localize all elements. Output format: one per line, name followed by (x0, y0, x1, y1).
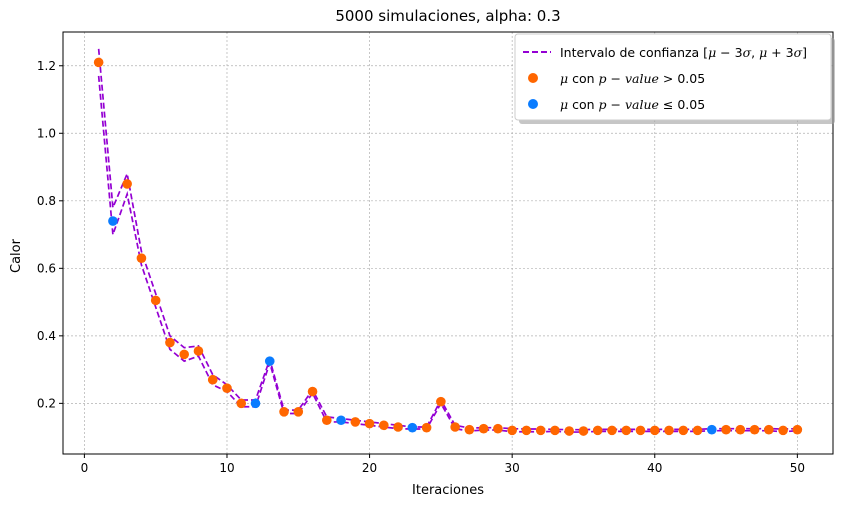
point-orange (222, 383, 232, 393)
legend-interval-label: Intervalo de confianza [μ − 3σ, μ + 3σ] (560, 45, 807, 60)
point-orange (550, 426, 560, 436)
y-tick-label: 0.6 (37, 261, 56, 275)
legend-orange-label: μ con p − value > 0.05 (560, 71, 705, 86)
point-orange (194, 346, 204, 356)
x-tick-label: 0 (81, 461, 89, 475)
point-blue (108, 216, 118, 226)
point-orange (450, 422, 460, 432)
x-tick-label: 10 (219, 461, 234, 475)
point-orange (607, 426, 617, 436)
point-blue (336, 415, 346, 425)
point-orange (393, 422, 403, 432)
point-orange (764, 425, 774, 435)
point-orange (422, 423, 432, 433)
point-orange (165, 338, 175, 348)
legend-blue-marker (528, 99, 538, 109)
x-axis-label: Iteraciones (412, 483, 484, 498)
y-tick-label: 0.8 (37, 194, 56, 208)
y-tick-label: 1.2 (37, 59, 56, 73)
legend-blue-label: μ con p − value ≤ 0.05 (560, 97, 705, 112)
point-orange (137, 253, 147, 263)
point-orange (664, 426, 674, 436)
point-orange (507, 426, 517, 436)
point-orange (293, 407, 303, 417)
y-tick-label: 0.4 (37, 329, 56, 343)
point-orange (308, 387, 318, 397)
x-tick-label: 50 (790, 461, 805, 475)
x-tick-label: 30 (505, 461, 520, 475)
y-tick-label: 0.2 (37, 396, 56, 410)
point-orange (279, 407, 289, 417)
point-orange (208, 375, 218, 385)
point-orange (94, 58, 104, 68)
y-axis-ticks: 0.2 0.4 0.6 0.8 1.0 1.2 (37, 59, 63, 411)
point-orange (151, 296, 161, 306)
point-orange (493, 424, 503, 434)
lower-interval-line (99, 76, 798, 432)
y-axis-label: Calor (9, 238, 24, 273)
point-orange (236, 399, 246, 409)
y-tick-label: 1.0 (37, 126, 56, 140)
x-tick-label: 20 (362, 461, 377, 475)
point-orange (621, 426, 631, 436)
point-orange (736, 425, 746, 435)
point-orange (522, 426, 532, 436)
point-orange (793, 425, 803, 435)
point-orange (379, 421, 389, 431)
point-blue (408, 423, 418, 433)
point-orange (351, 417, 361, 427)
point-orange (778, 426, 788, 436)
point-orange (322, 415, 332, 425)
point-orange (365, 419, 375, 429)
point-orange (636, 426, 646, 436)
x-axis-ticks: 0 10 20 30 40 50 (81, 454, 805, 475)
legend: Intervalo de confianza [μ − 3σ, μ + 3σ] … (515, 34, 835, 124)
point-orange (750, 425, 760, 435)
point-orange (579, 426, 589, 436)
point-orange (564, 426, 574, 436)
chart-title: 5000 simulaciones, alpha: 0.3 (335, 7, 560, 25)
point-blue (251, 399, 261, 409)
point-orange (179, 350, 189, 360)
point-orange (479, 424, 489, 434)
x-tick-label: 40 (647, 461, 662, 475)
point-orange (678, 426, 688, 436)
point-orange (122, 179, 132, 189)
point-orange (650, 426, 660, 436)
point-blue (707, 425, 717, 435)
point-blue (265, 356, 275, 366)
point-orange (465, 425, 475, 435)
point-orange (693, 426, 703, 436)
legend-orange-marker (528, 73, 538, 83)
point-orange (536, 426, 546, 436)
point-orange (721, 425, 731, 435)
point-orange (593, 426, 603, 436)
point-orange (436, 397, 446, 407)
